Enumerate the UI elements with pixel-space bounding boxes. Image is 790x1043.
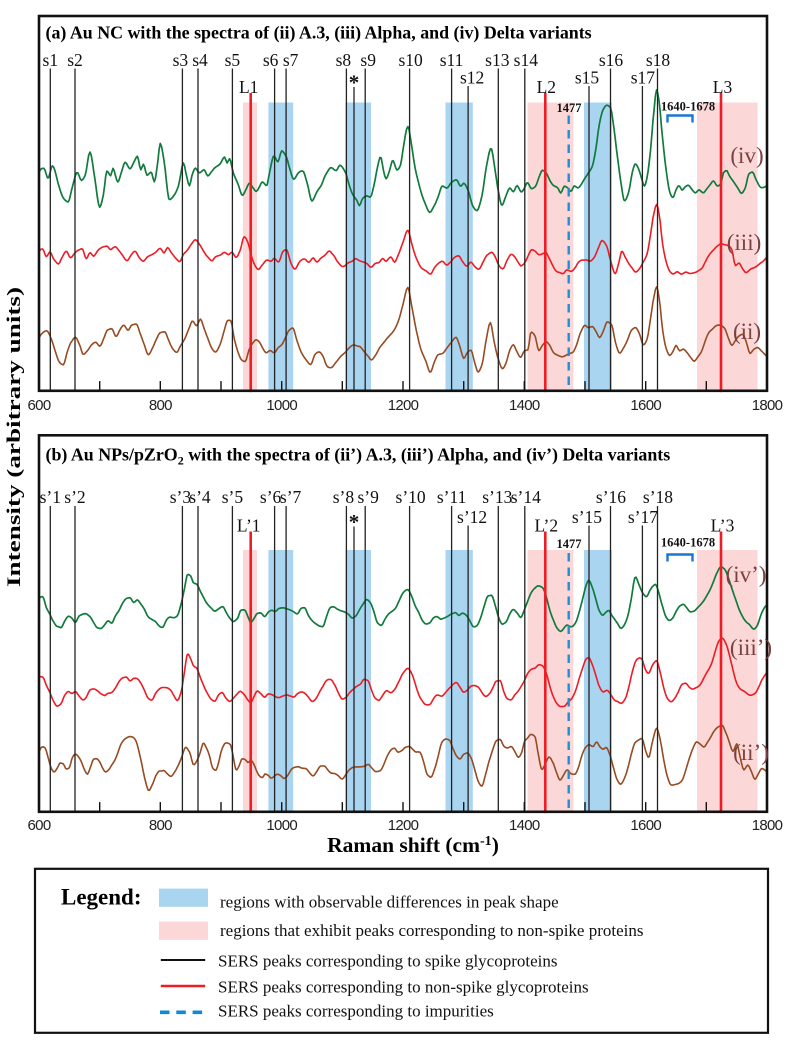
svg-text:SERS peaks corresponding to no: SERS peaks corresponding to non-spike gl…	[218, 978, 589, 997]
svg-text:s15: s15	[575, 68, 600, 88]
svg-text:s11: s11	[440, 50, 464, 70]
svg-text:600: 600	[28, 397, 51, 414]
svg-text:(ii): (ii)	[733, 319, 761, 344]
svg-text:1800: 1800	[752, 817, 783, 834]
svg-text:s14: s14	[514, 50, 539, 70]
svg-text:s’11: s’11	[437, 487, 467, 507]
svg-text:1200: 1200	[388, 817, 419, 834]
svg-text:(iii’): (iii’)	[730, 635, 772, 660]
svg-text:(a) Au NC with the spectra of: (a) Au NC with the spectra of (ii) A.3, …	[46, 23, 592, 44]
svg-text:s’5: s’5	[222, 487, 244, 507]
svg-text:L2: L2	[537, 77, 556, 97]
svg-text:s16: s16	[599, 50, 624, 70]
svg-text:1640-1678: 1640-1678	[661, 536, 715, 550]
svg-text:1600: 1600	[630, 397, 661, 414]
svg-text:s’4: s’4	[189, 487, 211, 507]
svg-text:1640-1678: 1640-1678	[661, 100, 715, 114]
svg-text:s’2: s’2	[64, 487, 85, 507]
svg-text:L’2: L’2	[534, 516, 558, 536]
svg-text:1000: 1000	[266, 817, 297, 834]
svg-text:Raman shift (cm-1): Raman shift (cm-1)	[327, 833, 499, 857]
svg-text:(iii): (iii)	[727, 230, 762, 255]
svg-text:s’16: s’16	[596, 487, 626, 507]
svg-text:Intensity (arbitrary units): Intensity (arbitrary units)	[5, 287, 25, 587]
svg-text:Legend:: Legend:	[61, 885, 142, 910]
svg-text:L’3: L’3	[711, 516, 735, 536]
svg-text:s’10: s’10	[396, 487, 426, 507]
svg-text:s4: s4	[192, 50, 208, 70]
svg-text:s7: s7	[283, 50, 299, 70]
svg-text:s1: s1	[43, 50, 59, 70]
svg-text:s3: s3	[173, 50, 189, 70]
svg-text:*: *	[349, 71, 360, 95]
svg-text:(iv’): (iv’)	[726, 562, 767, 587]
svg-text:s’9: s’9	[358, 487, 380, 507]
svg-text:s’1: s’1	[40, 487, 61, 507]
svg-text:s6: s6	[263, 50, 279, 70]
svg-text:s’7: s’7	[280, 487, 302, 507]
svg-text:s13: s13	[485, 50, 510, 70]
svg-text:s’8: s’8	[333, 487, 355, 507]
svg-text:s’6: s’6	[260, 487, 282, 507]
svg-text:*: *	[349, 510, 360, 534]
svg-text:SERS peaks corresponding to im: SERS peaks corresponding to impurities	[218, 1002, 494, 1021]
svg-text:(b) Au NPs/pZrO2 with the spec: (b) Au NPs/pZrO2 with the spectra of (ii…	[46, 445, 671, 468]
svg-text:s2: s2	[67, 50, 83, 70]
svg-text:L1: L1	[239, 77, 258, 97]
svg-text:L’1: L’1	[237, 516, 261, 536]
svg-text:L3: L3	[713, 77, 733, 97]
svg-text:1400: 1400	[509, 397, 540, 414]
svg-text:s17: s17	[631, 68, 656, 88]
svg-text:regions with observable differ: regions with observable differences in p…	[220, 893, 559, 912]
svg-text:600: 600	[28, 817, 51, 834]
svg-text:1800: 1800	[752, 397, 783, 414]
svg-text:SERS peaks corresponding to sp: SERS peaks corresponding to spike glycop…	[218, 952, 558, 971]
svg-text:1400: 1400	[509, 817, 540, 834]
svg-text:s10: s10	[398, 50, 423, 70]
svg-text:s12: s12	[460, 68, 484, 88]
svg-text:1477: 1477	[557, 537, 582, 551]
svg-text:s’18: s’18	[643, 487, 673, 507]
svg-text:s’17: s’17	[628, 507, 658, 527]
svg-text:s’3: s’3	[170, 487, 192, 507]
svg-text:800: 800	[149, 397, 172, 414]
svg-text:1200: 1200	[388, 397, 419, 414]
svg-text:s5: s5	[225, 50, 241, 70]
svg-text:s’14: s’14	[511, 487, 541, 507]
svg-text:regions that exhibit peaks cor: regions that exhibit peaks corresponding…	[220, 921, 644, 940]
svg-text:1477: 1477	[557, 101, 582, 115]
svg-text:800: 800	[149, 817, 172, 834]
svg-text:s18: s18	[646, 50, 671, 70]
svg-text:1000: 1000	[266, 397, 297, 414]
svg-text:(iv): (iv)	[730, 143, 763, 168]
svg-text:s’13: s’13	[482, 487, 512, 507]
svg-text:s’15: s’15	[572, 507, 602, 527]
svg-text:s8: s8	[336, 50, 352, 70]
svg-text:1600: 1600	[630, 817, 661, 834]
svg-text:(ii’): (ii’)	[733, 740, 769, 765]
svg-text:s9: s9	[360, 50, 376, 70]
svg-text:s’12: s’12	[457, 507, 487, 527]
